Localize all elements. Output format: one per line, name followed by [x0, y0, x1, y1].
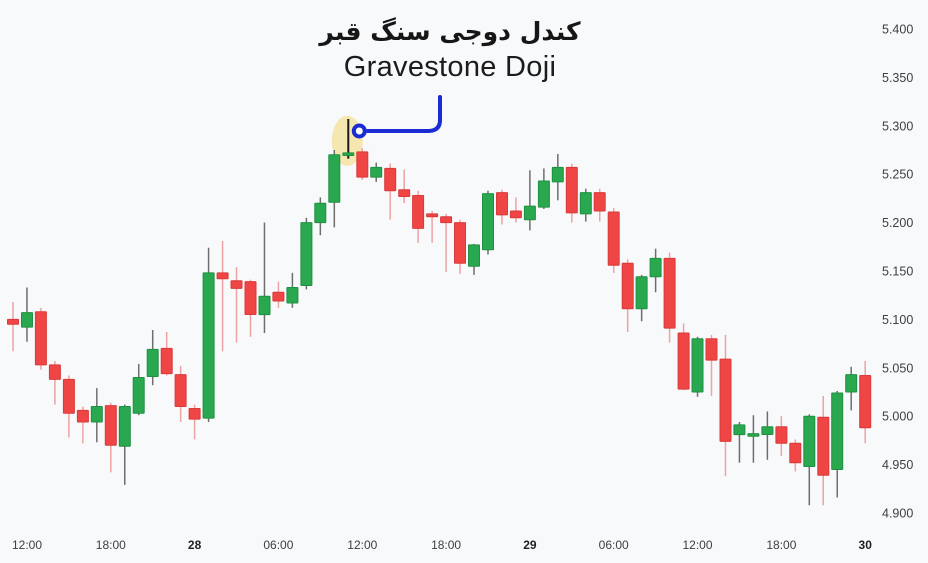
candle [272, 291, 285, 302]
candle [34, 311, 47, 366]
candle [104, 405, 117, 446]
candle [523, 205, 536, 221]
x-axis-time-label: 28 [188, 538, 202, 552]
x-axis-time-label: 30 [859, 538, 873, 552]
candle [314, 202, 327, 224]
y-axis-price-label: 5.350 [882, 71, 913, 85]
candle [384, 167, 397, 192]
candle [593, 192, 606, 212]
x-axis-time-label: 06:00 [263, 538, 293, 552]
y-axis-price-label: 4.900 [882, 507, 913, 521]
candle [328, 154, 341, 203]
candle [677, 332, 690, 390]
candle [160, 347, 173, 375]
x-axis-time-label: 18:00 [96, 538, 126, 552]
candle [747, 433, 760, 437]
candle [202, 272, 215, 419]
y-axis-price-label: 5.250 [882, 168, 913, 182]
candle [621, 262, 634, 310]
candle [789, 442, 802, 464]
candle [733, 424, 746, 436]
candle [649, 257, 662, 278]
y-axis-price-label: 5.100 [882, 313, 913, 327]
candle [244, 281, 257, 316]
candle [482, 193, 494, 251]
candle [551, 166, 564, 183]
candle [118, 406, 131, 447]
x-axis-time-label: 18:00 [431, 538, 461, 552]
candle [537, 180, 550, 208]
candle [48, 364, 61, 380]
candle [454, 222, 466, 264]
candle [426, 213, 439, 218]
y-axis-price-label: 5.200 [882, 216, 913, 230]
x-axis-time-label: 12:00 [682, 538, 712, 552]
candle [579, 192, 592, 215]
candle [761, 426, 774, 435]
candle [286, 287, 299, 304]
candle [831, 392, 844, 470]
candle [496, 192, 508, 216]
candle [370, 166, 383, 178]
candle [342, 152, 355, 156]
x-axis-time-label: 18:00 [766, 538, 796, 552]
candle [174, 374, 187, 408]
candle [258, 295, 271, 316]
candle [440, 216, 453, 224]
y-axis-price-label: 4.950 [882, 458, 913, 472]
candle [565, 166, 578, 214]
candle [300, 222, 313, 287]
candle [845, 374, 858, 393]
candle [356, 151, 369, 178]
candle [398, 189, 411, 197]
candle [803, 415, 816, 468]
x-axis-time-label: 12:00 [347, 538, 377, 552]
candle [775, 426, 788, 444]
candle [691, 338, 704, 393]
candle [216, 272, 229, 280]
candle [635, 276, 648, 310]
candle [188, 408, 201, 420]
y-axis-price-label: 5.000 [882, 410, 913, 424]
y-axis-price-label: 5.050 [882, 361, 913, 375]
candle [468, 244, 480, 267]
x-axis-time-label: 06:00 [599, 538, 629, 552]
y-axis-price-label: 5.300 [882, 119, 913, 133]
candle [705, 338, 718, 361]
candle [76, 409, 89, 423]
candle [7, 318, 19, 325]
candle [230, 280, 243, 289]
y-axis-price-label: 5.400 [882, 23, 913, 37]
candle [412, 195, 425, 229]
candle [132, 377, 145, 414]
candle [90, 406, 103, 423]
candle [719, 358, 732, 442]
annotation-arrow [365, 95, 442, 133]
y-axis-price-label: 5.150 [882, 265, 913, 279]
x-axis-time-label: 29 [523, 538, 537, 552]
candle [21, 312, 33, 328]
candle [817, 416, 830, 476]
candle [663, 257, 676, 329]
x-axis-time-label: 12:00 [12, 538, 42, 552]
candle [62, 378, 75, 414]
annotation-circle-marker [351, 123, 367, 139]
candle [509, 210, 522, 219]
candle [607, 211, 620, 266]
candle [146, 348, 159, 377]
candle [859, 375, 872, 429]
